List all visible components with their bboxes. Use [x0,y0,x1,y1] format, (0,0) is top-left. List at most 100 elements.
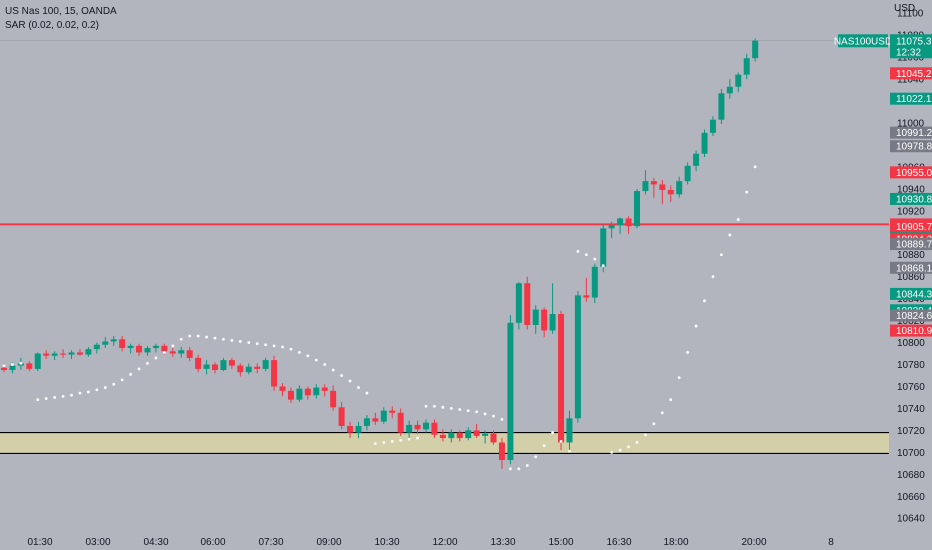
candle-body[interactable] [524,283,531,325]
candle-body[interactable] [110,339,117,342]
candle-body[interactable] [254,366,261,369]
candle-body[interactable] [51,353,58,356]
candle-body[interactable] [465,430,472,439]
candle-body[interactable] [161,345,168,352]
candle-body[interactable] [718,93,725,120]
candle-body[interactable] [68,352,75,355]
candle-body[interactable] [566,418,573,443]
price-tag[interactable] [890,140,932,153]
candle-body[interactable] [583,295,590,298]
price-tag[interactable] [890,192,932,205]
candle-body[interactable] [693,153,700,166]
candle-body[interactable] [93,344,100,350]
candle-body[interactable] [414,424,421,430]
candle-body[interactable] [389,410,396,413]
candle-body[interactable] [676,181,683,195]
candle-body[interactable] [659,184,666,190]
candle-body[interactable] [338,407,345,426]
indicator-title[interactable]: SAR (0.02, 0.02, 0.2) [5,20,99,31]
price-tag[interactable] [890,238,932,251]
candle-body[interactable] [608,225,615,229]
candle-body[interactable] [726,86,733,94]
candle-body[interactable] [43,353,50,356]
candle-body[interactable] [549,314,556,331]
candle-body[interactable] [287,390,294,400]
candle-body[interactable] [431,422,438,435]
candle-body[interactable] [507,322,514,461]
candle-body[interactable] [144,348,151,353]
candle-body[interactable] [406,424,413,433]
price-tag[interactable] [890,261,932,274]
candle-body[interactable] [532,309,539,325]
candle-body[interactable] [439,434,446,439]
candle-body[interactable] [600,228,607,267]
candle-body[interactable] [304,388,311,396]
candle-body[interactable] [709,119,716,133]
candle-body[interactable] [617,218,624,226]
last-price-tag[interactable] [890,34,932,59]
candle-body[interactable] [228,360,235,366]
candle-body[interactable] [220,360,227,370]
candle-body[interactable] [448,432,455,439]
candle-body[interactable] [684,165,691,182]
price-tag[interactable] [890,92,932,105]
candle-body[interactable] [642,181,649,192]
candle-body[interactable] [574,295,581,419]
candle-body[interactable] [330,390,337,408]
candle-body[interactable] [102,341,109,345]
candle-body[interactable] [212,364,218,370]
price-tag[interactable] [890,67,932,80]
candle-body[interactable] [498,442,505,461]
price-tag[interactable] [890,126,932,139]
candle-body[interactable] [136,345,143,353]
candle-body[interactable] [262,360,269,369]
candle-body[interactable] [1,367,7,370]
candle-body[interactable] [195,357,202,369]
candle-body[interactable] [482,433,489,436]
candle-body[interactable] [667,189,674,195]
candle-body[interactable] [34,353,41,369]
candle-body[interactable] [347,425,354,433]
price-tag[interactable] [890,309,932,322]
candle-body[interactable] [490,433,497,443]
candle-body[interactable] [186,350,193,358]
candle-body[interactable] [169,351,176,354]
candle-body[interactable] [237,365,244,373]
candle-body[interactable] [363,418,370,426]
candle-body[interactable] [296,388,303,400]
price-tag[interactable] [890,324,932,337]
candle-body[interactable] [735,74,742,87]
candle-body[interactable] [634,191,640,227]
candle-body[interactable] [321,387,328,391]
candle-body[interactable] [397,412,404,433]
candle-body[interactable] [541,309,548,331]
candle-body[interactable] [625,218,632,227]
candle-body[interactable] [313,387,320,396]
candle-body[interactable] [743,58,750,75]
price-tag[interactable] [890,166,932,179]
symbol-title[interactable]: US Nas 100, 15, OANDA [5,6,117,17]
candle-body[interactable] [85,349,92,355]
candle-body[interactable] [119,339,126,349]
candle-body[interactable] [372,418,379,422]
candle-body[interactable] [60,353,67,355]
candle-body[interactable] [355,425,362,433]
candle-body[interactable] [26,363,33,369]
candle-body[interactable] [178,350,185,354]
candle-body[interactable] [76,352,83,355]
candle-body[interactable] [152,345,159,349]
price-tag[interactable] [890,287,932,300]
candle-body[interactable] [473,430,480,436]
price-tag[interactable] [890,220,932,233]
candle-body[interactable] [279,386,286,391]
candle-body[interactable] [423,422,429,430]
candle-body[interactable] [456,432,463,439]
candle-body[interactable] [515,283,522,323]
candle-body[interactable] [380,410,387,422]
candle-body[interactable] [650,181,657,185]
candle-body[interactable] [271,360,278,387]
candle-body[interactable] [701,132,708,154]
candle-body[interactable] [9,365,16,370]
candle-body[interactable] [591,266,598,298]
